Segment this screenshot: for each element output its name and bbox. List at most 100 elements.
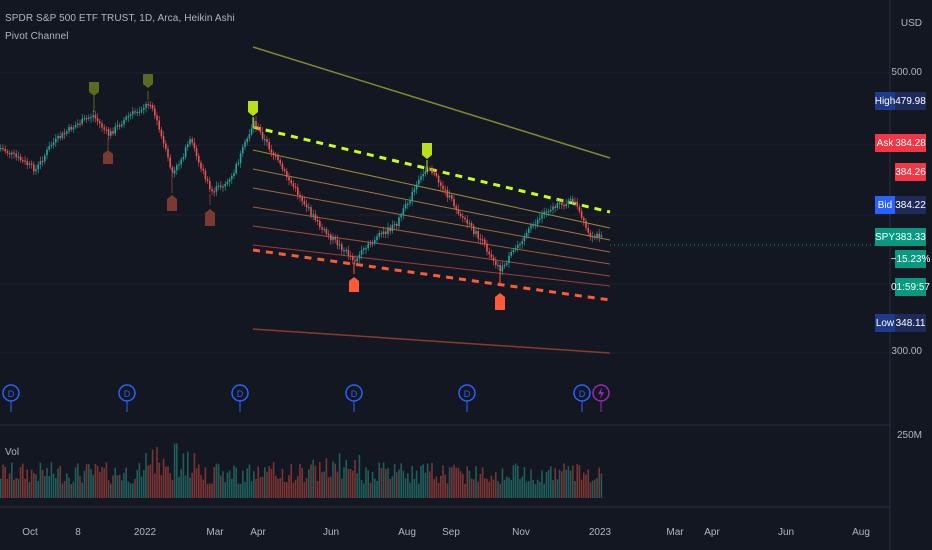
volume-bar xyxy=(173,443,176,498)
symbol-legend[interactable]: SPDR S&P 500 ETF TRUST, 1D, Arca, Heikin… xyxy=(5,13,235,24)
candle-body xyxy=(176,165,178,171)
volume-legend[interactable]: Vol xyxy=(5,447,20,458)
candle-body xyxy=(424,171,427,175)
volume-bar xyxy=(387,468,389,498)
volume-bar xyxy=(182,453,185,498)
candle-body xyxy=(107,129,110,136)
candle-body xyxy=(492,257,495,261)
candle-body xyxy=(594,236,596,238)
volume-bar xyxy=(508,477,510,498)
candle-body xyxy=(239,153,242,164)
dividend-marker-icon[interactable]: D xyxy=(2,384,20,412)
candle-body xyxy=(347,249,350,256)
volume-bar xyxy=(580,479,583,498)
candle-body xyxy=(396,223,398,226)
candle-body xyxy=(198,156,200,163)
volume-bar xyxy=(11,462,13,498)
volume-bar xyxy=(85,464,88,498)
candle-body xyxy=(600,235,603,238)
volume-bar xyxy=(356,473,358,498)
volume-bar xyxy=(521,476,523,498)
volume-bar xyxy=(184,475,187,498)
dividend-marker-icon[interactable]: D xyxy=(345,384,363,412)
volume-bar xyxy=(301,468,303,498)
candle-body xyxy=(327,233,330,236)
candle-body xyxy=(534,224,537,226)
candle-body xyxy=(321,227,323,230)
volume-bar xyxy=(558,469,561,498)
candle-body xyxy=(552,206,554,210)
volume-bar xyxy=(292,482,295,498)
volume-bar xyxy=(371,472,374,498)
volume-bar xyxy=(587,469,589,498)
volume-bar xyxy=(19,466,22,498)
candle-body xyxy=(334,237,336,240)
volume-bar xyxy=(477,481,479,498)
candle-body xyxy=(178,164,180,166)
volume-bar xyxy=(39,462,42,498)
svg-text:D: D xyxy=(124,389,131,399)
candle-body xyxy=(376,236,378,241)
volume-bar xyxy=(459,471,462,498)
pivot-low-marker xyxy=(349,262,359,292)
ask-tag: Ask 384.28 xyxy=(875,134,926,152)
volume-bar xyxy=(334,463,336,498)
candle-body xyxy=(123,119,125,125)
volume-bar xyxy=(310,464,312,498)
volume-bar xyxy=(431,462,433,498)
lower-pivot-channel-dashed xyxy=(252,248,611,302)
volume-bar xyxy=(290,463,292,498)
dividend-marker-icon[interactable]: D xyxy=(231,384,249,412)
candle-body xyxy=(35,169,37,172)
candle-body xyxy=(195,148,198,157)
volume-bar xyxy=(107,480,110,498)
candle-body xyxy=(338,244,341,246)
volume-bar xyxy=(6,478,9,498)
volume-bar xyxy=(129,483,132,498)
candle-body xyxy=(349,255,352,257)
volume-bar xyxy=(204,467,207,498)
candle-body xyxy=(341,244,343,251)
candle-body xyxy=(418,179,420,185)
volume-bar xyxy=(345,459,347,498)
volume-bar xyxy=(176,443,178,498)
volume-bar xyxy=(517,465,519,498)
candle-body xyxy=(314,214,317,221)
candle-body xyxy=(191,139,193,143)
volume-bar xyxy=(589,482,592,498)
volume-bar xyxy=(132,483,134,498)
volume-bar xyxy=(376,480,378,498)
candle-body xyxy=(165,143,167,150)
candle-body xyxy=(448,195,451,198)
svg-text:D: D xyxy=(237,389,244,399)
candle-body xyxy=(501,265,504,272)
dividend-marker-icon[interactable]: D xyxy=(458,384,476,412)
volume-bar xyxy=(343,467,345,498)
indicator-legend[interactable]: Pivot Channel xyxy=(5,31,69,42)
earnings-lightning-icon[interactable] xyxy=(592,384,610,412)
candle-body xyxy=(297,187,299,195)
volume-bar xyxy=(530,469,532,498)
volume-bar xyxy=(585,474,587,498)
volume-bar xyxy=(552,480,554,498)
candle-body xyxy=(52,142,55,146)
candle-body xyxy=(261,131,264,140)
volume-bar xyxy=(255,478,257,498)
candle-body xyxy=(92,115,94,118)
volume-bar xyxy=(96,465,99,498)
volume-bar xyxy=(567,466,570,498)
volume-bar xyxy=(281,468,284,498)
volume-bar xyxy=(528,481,530,498)
candle-body xyxy=(259,127,262,132)
candle-body xyxy=(466,219,468,224)
volume-bar xyxy=(316,481,319,498)
dividend-marker-icon[interactable]: D xyxy=(573,384,591,412)
dividend-marker-icon[interactable]: D xyxy=(118,384,136,412)
candle-body xyxy=(182,157,185,160)
candle-body xyxy=(180,159,182,165)
volume-bar xyxy=(226,472,229,498)
candle-body xyxy=(132,111,134,115)
candle-body xyxy=(407,203,409,205)
